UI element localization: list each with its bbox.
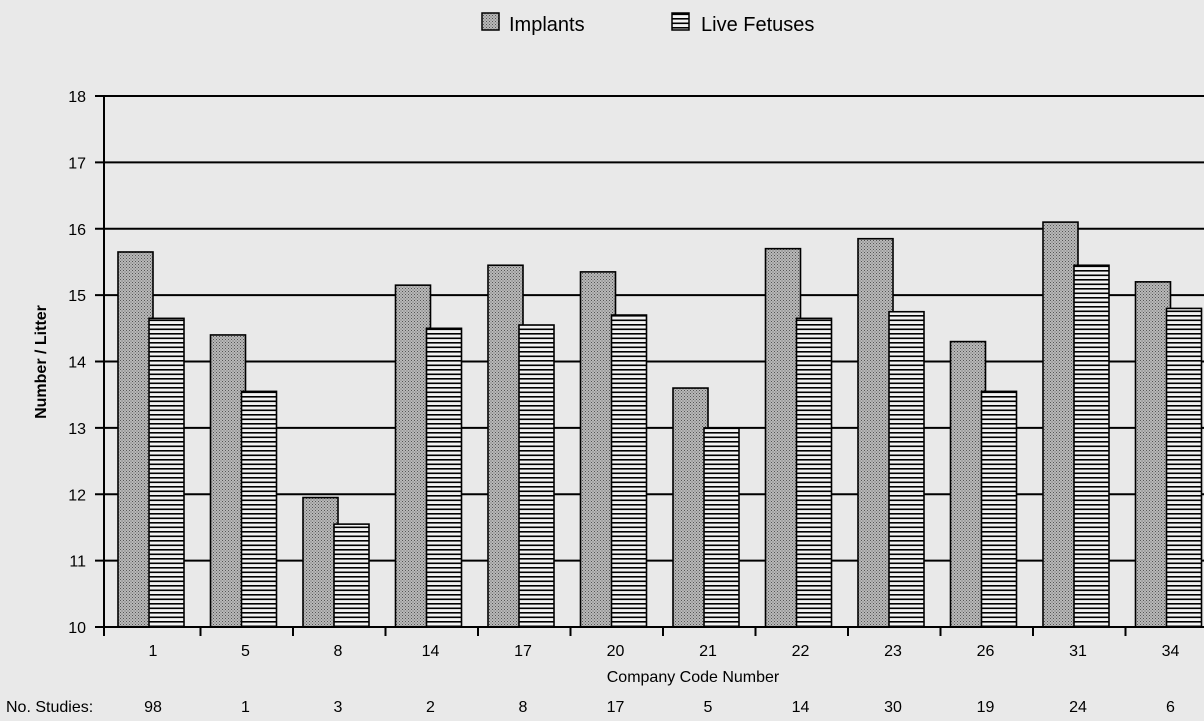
bar-live-fetuses-22 [795, 317, 833, 628]
study-count: 6 [1166, 699, 1175, 716]
bar-live-fetuses-26 [980, 390, 1018, 628]
bar-implants-26 [949, 340, 987, 628]
bar-implants-21 [672, 387, 709, 628]
bar-implants-8 [302, 496, 339, 628]
y-axis-title: Number / Litter [33, 305, 50, 419]
x-tick-label: 17 [514, 643, 532, 660]
legend-swatch-implants [481, 12, 500, 31]
legend-swatch-live-fetuses [671, 12, 690, 31]
x-tick-label: 26 [977, 643, 995, 660]
bar-live-fetuses-1 [148, 317, 185, 628]
legend-item-implants: Implants [481, 12, 585, 36]
bar-live-fetuses-8 [333, 523, 370, 628]
bar-live-fetuses-34 [1165, 307, 1203, 628]
studies-label: No. Studies: [6, 699, 93, 716]
y-tick-label: 17 [68, 155, 86, 172]
study-count: 24 [1069, 699, 1087, 716]
bar-implants-14 [394, 284, 432, 628]
study-count: 8 [519, 699, 528, 716]
bar-implants-5 [209, 334, 247, 628]
y-tick-label: 18 [68, 89, 86, 106]
bar-implants-17 [487, 264, 524, 628]
bar-implants-20 [579, 271, 617, 628]
study-count: 30 [884, 699, 902, 716]
y-tick-label: 16 [68, 222, 86, 239]
x-tick-label: 20 [607, 643, 625, 660]
y-tick-label: 11 [69, 554, 86, 571]
study-count: 14 [792, 699, 810, 716]
x-tick-label: 21 [699, 643, 717, 660]
study-count: 1 [241, 699, 250, 716]
legend: Implants Live Fetuses [481, 12, 814, 36]
y-tick-label: 15 [68, 288, 86, 305]
x-axis-title: Company Code Number [607, 669, 780, 686]
bar-live-fetuses-23 [888, 310, 925, 628]
bar-implants-34 [1134, 281, 1172, 628]
axes [95, 95, 1204, 636]
bar-implants-22 [764, 247, 802, 628]
x-tick-label: 14 [422, 643, 440, 660]
bar-live-fetuses-17 [518, 324, 555, 628]
x-tick-label: 5 [241, 643, 250, 660]
bars [117, 221, 1203, 628]
bar-live-fetuses-14 [425, 327, 463, 628]
y-tick-labels: 10 11 12 13 14 15 16 17 18 [68, 89, 86, 637]
study-count: 5 [704, 699, 713, 716]
study-count: 2 [426, 699, 435, 716]
study-count: 19 [977, 699, 995, 716]
bar-live-fetuses-20 [610, 314, 648, 628]
study-counts: 98 1 3 2 8 17 5 14 30 19 24 6 [144, 699, 1175, 716]
bar-live-fetuses-5 [240, 390, 278, 628]
bar-live-fetuses-21 [703, 427, 740, 628]
study-count: 3 [334, 699, 343, 716]
y-tick-label: 12 [68, 487, 86, 504]
y-tick-label: 14 [68, 355, 86, 372]
study-count: 98 [144, 699, 162, 716]
y-tick-label: 13 [68, 421, 86, 438]
bar-implants-1 [117, 251, 154, 628]
x-tick-label: 8 [334, 643, 343, 660]
x-tick-label: 22 [792, 643, 810, 660]
bar-implants-23 [857, 237, 894, 628]
bar-implants-31 [1042, 221, 1079, 628]
legend-label-live-fetuses: Live Fetuses [701, 14, 814, 36]
study-count: 17 [607, 699, 625, 716]
legend-label-implants: Implants [509, 14, 585, 36]
x-tick-label: 34 [1162, 643, 1180, 660]
bar-live-fetuses-31 [1073, 264, 1110, 628]
gridlines [104, 95, 1204, 562]
x-tick-label: 1 [149, 643, 158, 660]
legend-item-live-fetuses: Live Fetuses [671, 12, 814, 36]
x-tick-labels: 1 5 8 14 17 20 21 22 23 26 31 34 [149, 643, 1180, 660]
x-tick-label: 31 [1069, 643, 1087, 660]
x-tick-label: 23 [884, 643, 902, 660]
y-tick-label: 10 [68, 620, 86, 637]
